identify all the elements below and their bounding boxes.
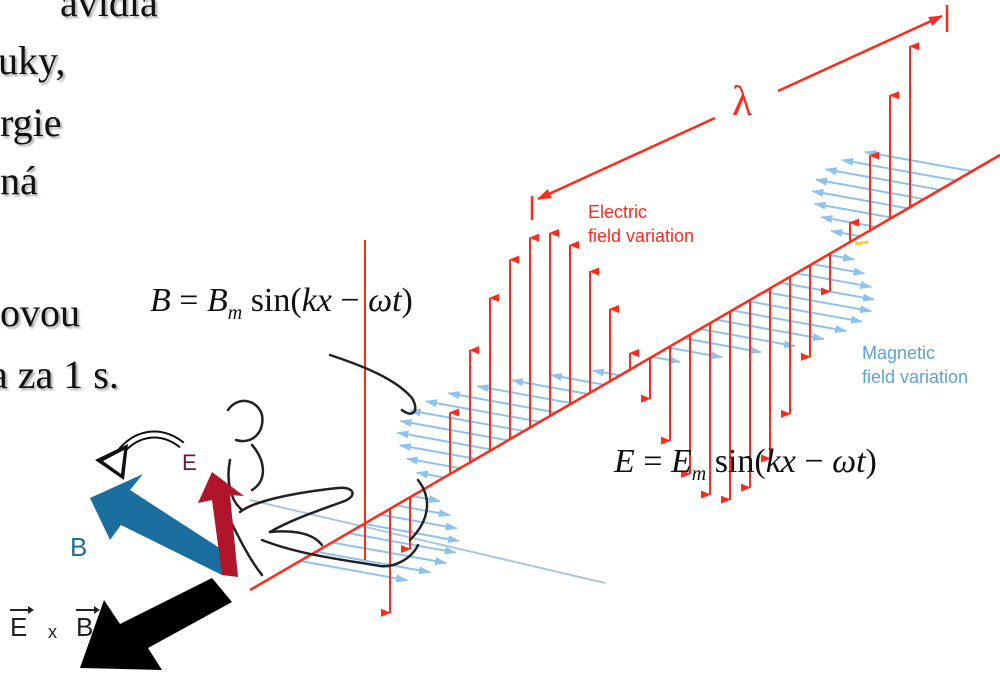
magnetic-field-arrow <box>811 263 866 276</box>
magnetic-field-arrow <box>398 443 477 460</box>
hand-b-label: B <box>70 532 88 562</box>
wavelength-arrow-right <box>777 14 943 93</box>
magnetic-field-arrow <box>447 391 557 414</box>
magnetic-field-arrow <box>813 201 893 219</box>
slide-text-line-3: rgie <box>0 100 62 145</box>
electric-field-arrows <box>381 42 919 617</box>
magnetic-field-arrow <box>830 229 861 238</box>
magnetic-field-arrow <box>824 167 941 191</box>
magnetic-field-arrow <box>763 290 873 314</box>
slide-text-line-4: ná <box>0 158 38 203</box>
axis-accent <box>854 240 869 246</box>
magnetic-field-arrow <box>747 300 864 324</box>
magnetic-field-arrows <box>299 150 973 583</box>
b-vector-arrow <box>90 474 235 575</box>
slide-text-line-1: avidla <box>60 0 158 25</box>
magnetic-field-arrow <box>841 158 957 182</box>
magnetic-field-arrow <box>405 456 461 470</box>
magnetic-field-arrow <box>399 419 509 442</box>
electric-label-line-1: Electric <box>588 202 648 222</box>
magnetic-field-arrow <box>379 513 458 531</box>
magnetic-field-arrow <box>396 430 493 451</box>
magnetic-field-arrow <box>476 384 573 405</box>
magnetic-field-arrow <box>415 470 445 479</box>
b-field-equation: B = Bm sin(kx − ωt) <box>150 282 413 324</box>
magnetic-field-arrow <box>667 346 723 360</box>
hand-e-label: E <box>182 450 197 475</box>
slide-text-line-6: a za 1 s. <box>0 352 119 397</box>
cross-e-label: E <box>10 612 28 642</box>
magnetic-field-arrow <box>395 504 451 518</box>
slide-text-line-5: ovou <box>0 290 80 335</box>
magnetic-field-arrow <box>827 253 856 262</box>
magnetic-field-arrow <box>299 560 409 583</box>
magnetic-field-arrow <box>651 355 681 364</box>
magnetic-field-arrow <box>591 368 621 377</box>
magnetic-field-arrow <box>811 189 909 210</box>
magnetic-field-arrow <box>795 272 873 289</box>
magnetic-field-arrow <box>363 522 461 543</box>
magnetic-field-arrow <box>424 399 541 423</box>
magnetic-field-arrow <box>820 215 877 228</box>
magnetic-label-line-1: Magnetic <box>862 343 936 363</box>
cross-b-label: B <box>76 612 94 642</box>
wavelength-arrow-left <box>537 116 716 201</box>
electric-label-line-2: field variation <box>588 226 695 246</box>
cross-x-label: x <box>48 622 57 642</box>
magnetic-label-line-2: field variation <box>862 367 969 387</box>
slide-text-line-2: uky, <box>0 38 66 83</box>
hand-vector-arrows <box>80 430 244 670</box>
magnetic-field-arrow <box>699 328 797 349</box>
propagation-axis <box>249 153 1000 592</box>
e-vector-arrow <box>198 472 244 577</box>
magnetic-field-arrow <box>315 550 432 575</box>
wavelength-label: λ <box>732 79 753 125</box>
cross-vector-arrow <box>80 578 232 670</box>
magnetic-field-arrow <box>683 337 762 355</box>
right-hand-illustration <box>226 353 429 577</box>
magnetic-field-arrow <box>408 408 525 433</box>
e-field-equation: E = Em sin(kx − ωt) <box>614 443 877 485</box>
magnetic-field-arrow <box>549 373 605 386</box>
magnetic-field-arrow <box>864 150 973 173</box>
